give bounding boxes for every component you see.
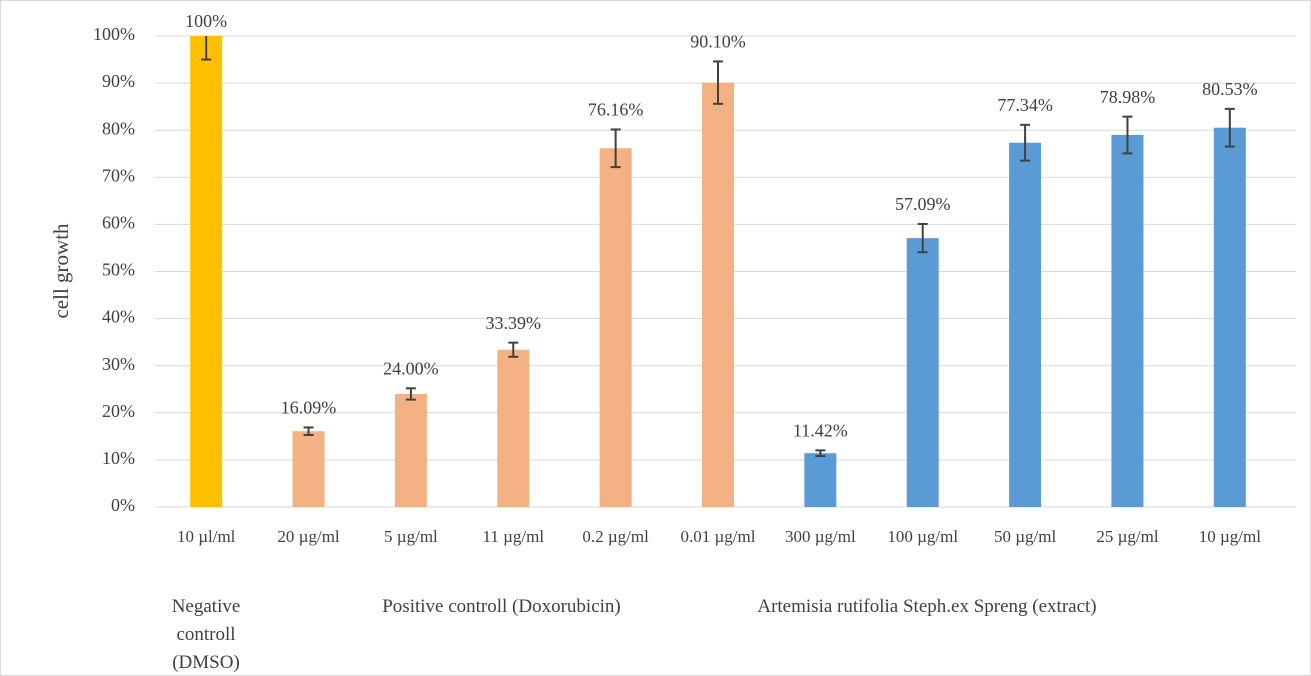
error-bar [917,222,928,254]
x-tick-label: 0.01 µg/ml [680,527,756,546]
y-tick-label: 10% [102,448,135,468]
y-tick-label: 0% [111,495,135,515]
x-tick-label: 10 µl/ml [176,527,236,546]
data-label: 33.39% [486,313,542,333]
error-bar [610,128,621,169]
y-tick-label: 30% [102,354,135,374]
data-label: 77.34% [997,95,1053,115]
bar [1111,135,1144,507]
bar [702,82,734,507]
error-bar [508,341,519,358]
data-label: 11.42% [793,421,848,441]
y-tick-label: 80% [102,118,135,138]
error-bar [405,387,416,401]
data-label: 80.53% [1202,79,1258,99]
error-bar [303,426,314,436]
error-bar [201,36,212,61]
x-tick-label: 100 µg/ml [887,527,959,546]
data-label: 57.09% [895,194,951,214]
bar [1213,127,1246,507]
x-tick-label: 11 µg/ml [482,527,545,546]
y-tick-label: 60% [102,213,135,233]
bar [394,393,427,507]
bar [190,36,223,507]
error-bar [1224,107,1235,148]
error-bar [815,449,826,458]
data-label: 78.98% [1100,87,1156,107]
error-bar [1122,115,1133,155]
error-bar [1020,123,1031,162]
x-tick-label: 25 µg/ml [1096,527,1159,546]
bar [292,431,325,507]
data-label: 100% [185,11,227,31]
bar [804,453,837,507]
bar [1009,142,1042,507]
bar [599,148,632,507]
y-tick-label: 100% [93,24,135,44]
bar [906,238,939,508]
bar [497,349,530,507]
x-tick-label: 5 µg/ml [384,527,438,546]
y-tick-label: 20% [102,401,135,421]
data-label: 90.10% [690,32,746,52]
x-tick-label: 10 µg/ml [1198,527,1261,546]
x-tick-label: 300 µg/ml [785,527,856,546]
group-label: Negative controll (DMSO) [171,596,241,673]
y-tick-label: 90% [102,71,135,91]
x-tick-label: 0.2 µg/ml [582,527,649,546]
x-tick-label: 20 µg/ml [277,527,340,546]
x-tick-label: 50 µg/ml [993,527,1057,546]
data-label: 76.16% [588,100,644,120]
data-label: 24.00% [383,358,439,378]
y-tick-label: 70% [102,165,135,185]
group-label: Artemisia rutifolia Steph.ex Spreng (ext… [757,596,1097,617]
error-bar [713,60,723,105]
y-tick-label: 50% [102,260,135,280]
group-label: Positive controll (Doxorubicin) [382,596,621,617]
y-tick-label: 40% [102,307,135,327]
data-label: 16.09% [281,398,337,418]
y-axis-title: cell growth [49,223,73,319]
